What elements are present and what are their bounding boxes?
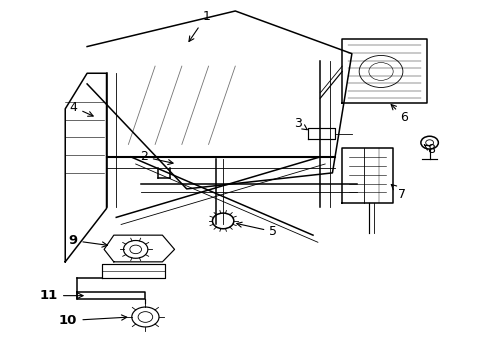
Text: 6: 6 (391, 104, 408, 124)
Text: 2: 2 (140, 150, 173, 165)
Text: 7: 7 (392, 184, 406, 201)
Text: 9: 9 (68, 234, 107, 247)
Text: 4: 4 (70, 100, 93, 116)
Text: 1: 1 (189, 10, 210, 41)
Text: 10: 10 (59, 314, 127, 327)
Text: 8: 8 (424, 143, 435, 156)
Text: 11: 11 (40, 289, 83, 302)
Text: 5: 5 (237, 222, 277, 238)
Text: 3: 3 (294, 117, 307, 130)
